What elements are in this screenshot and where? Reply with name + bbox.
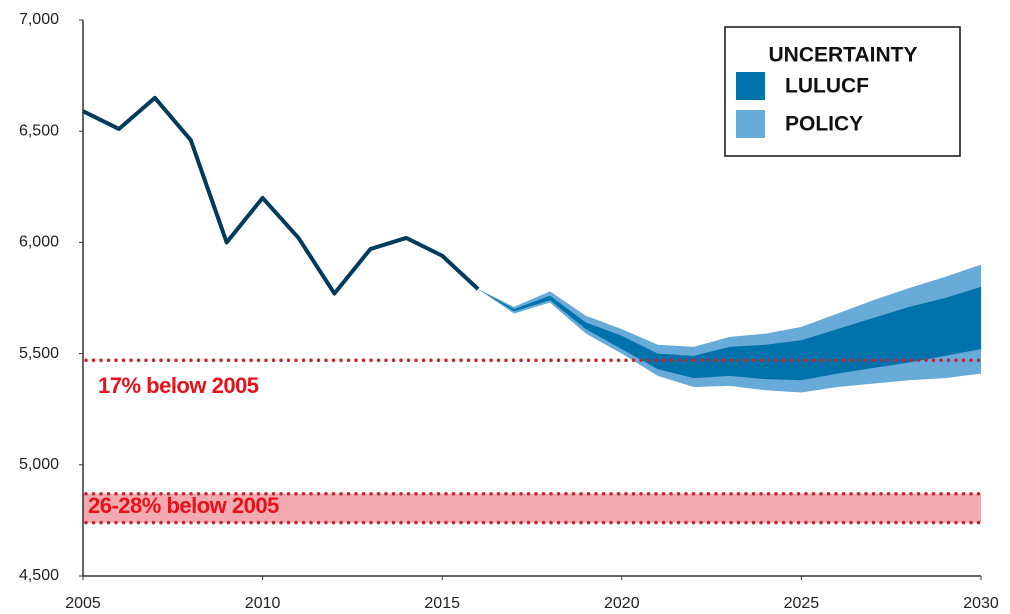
y-tick-label: 7,000 — [19, 11, 59, 28]
uncertainty-band — [478, 286, 981, 381]
reference-band — [83, 493, 981, 523]
annotation: 26-28% below 2005 — [88, 493, 279, 518]
x-tick-label: 2020 — [604, 595, 640, 612]
legend-title: UNCERTAINTY — [769, 44, 918, 67]
x-tick-label: 2025 — [784, 595, 820, 612]
legend-swatch — [736, 72, 765, 100]
legend-label: LULUCF — [785, 75, 869, 98]
legend-swatch — [736, 110, 765, 138]
emissions-line — [82, 95, 480, 296]
y-tick-label: 6,500 — [19, 122, 59, 139]
y-tick-label: 4,500 — [19, 567, 59, 584]
y-tick-label: 6,000 — [19, 234, 59, 251]
x-tick-label: 2030 — [963, 595, 999, 612]
legend-label: POLICY — [785, 113, 863, 136]
annotation: 17% below 2005 — [98, 373, 259, 398]
x-tick-label: 2005 — [65, 595, 101, 612]
x-tick-label: 2015 — [424, 595, 460, 612]
y-tick-label: 5,500 — [19, 345, 59, 362]
y-tick-label: 5,000 — [19, 456, 59, 473]
x-tick-label: 2010 — [245, 595, 281, 612]
